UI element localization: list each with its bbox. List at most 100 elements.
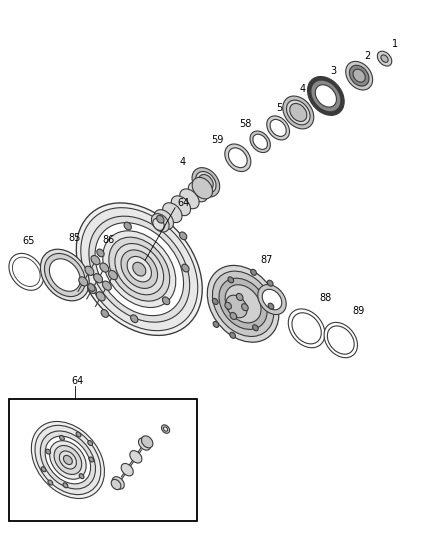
Ellipse shape (228, 277, 233, 283)
Ellipse shape (230, 333, 236, 338)
Text: 87: 87 (261, 255, 273, 265)
Ellipse shape (40, 431, 95, 489)
Text: 85: 85 (68, 233, 81, 243)
Ellipse shape (48, 480, 53, 485)
Ellipse shape (192, 177, 212, 199)
Ellipse shape (196, 172, 216, 193)
Ellipse shape (103, 231, 176, 308)
Ellipse shape (192, 167, 220, 197)
Ellipse shape (346, 61, 373, 90)
Ellipse shape (63, 483, 68, 488)
Ellipse shape (180, 232, 187, 240)
Ellipse shape (64, 455, 72, 465)
Ellipse shape (12, 257, 40, 287)
Ellipse shape (41, 467, 46, 472)
Ellipse shape (212, 298, 218, 304)
Ellipse shape (307, 77, 344, 115)
Ellipse shape (250, 131, 270, 152)
Ellipse shape (225, 285, 261, 323)
Ellipse shape (133, 262, 146, 276)
Text: 89: 89 (352, 305, 364, 316)
Ellipse shape (127, 256, 152, 282)
Ellipse shape (54, 446, 82, 474)
Ellipse shape (180, 189, 199, 209)
Ellipse shape (163, 427, 168, 431)
Text: 88: 88 (320, 293, 332, 303)
Text: 2: 2 (364, 51, 371, 61)
Ellipse shape (89, 457, 94, 462)
Ellipse shape (49, 441, 86, 479)
Text: 1: 1 (392, 39, 398, 49)
Ellipse shape (31, 422, 105, 498)
Ellipse shape (35, 425, 101, 495)
Ellipse shape (251, 269, 256, 275)
Ellipse shape (283, 96, 314, 129)
Ellipse shape (88, 284, 95, 292)
Ellipse shape (101, 310, 109, 317)
Ellipse shape (60, 435, 64, 440)
Ellipse shape (288, 309, 325, 348)
Ellipse shape (253, 134, 268, 149)
Ellipse shape (9, 253, 44, 290)
Text: 64: 64 (177, 198, 190, 208)
Ellipse shape (162, 297, 170, 305)
Ellipse shape (153, 219, 164, 230)
Ellipse shape (97, 249, 104, 257)
Ellipse shape (109, 237, 170, 301)
Ellipse shape (45, 254, 85, 296)
Ellipse shape (258, 285, 286, 314)
Ellipse shape (111, 479, 121, 490)
Ellipse shape (188, 182, 208, 202)
Ellipse shape (267, 116, 290, 140)
Ellipse shape (141, 436, 153, 448)
Ellipse shape (207, 265, 279, 342)
Ellipse shape (327, 326, 354, 354)
Ellipse shape (237, 294, 243, 301)
Text: 5: 5 (276, 103, 283, 113)
Ellipse shape (350, 65, 369, 86)
Text: 59: 59 (212, 135, 224, 145)
Ellipse shape (96, 292, 105, 301)
Ellipse shape (102, 281, 111, 290)
Ellipse shape (91, 255, 100, 265)
Ellipse shape (109, 270, 117, 280)
Ellipse shape (212, 271, 274, 336)
Ellipse shape (100, 263, 109, 272)
Ellipse shape (40, 249, 89, 301)
Ellipse shape (115, 244, 164, 295)
Ellipse shape (59, 451, 77, 469)
Ellipse shape (121, 464, 133, 476)
Ellipse shape (311, 80, 341, 112)
Ellipse shape (315, 85, 336, 107)
Ellipse shape (154, 209, 173, 230)
Ellipse shape (162, 203, 182, 223)
Ellipse shape (286, 100, 310, 125)
Ellipse shape (381, 55, 388, 62)
Text: 58: 58 (239, 119, 251, 129)
Ellipse shape (253, 325, 258, 331)
Ellipse shape (219, 278, 267, 329)
Ellipse shape (124, 222, 131, 230)
Ellipse shape (377, 51, 392, 66)
Ellipse shape (353, 69, 365, 82)
Ellipse shape (76, 203, 202, 335)
Text: 4: 4 (180, 157, 186, 167)
Ellipse shape (81, 208, 198, 330)
Ellipse shape (262, 289, 282, 310)
Ellipse shape (230, 312, 237, 319)
Ellipse shape (162, 425, 170, 433)
Text: 65: 65 (23, 236, 35, 246)
Ellipse shape (88, 284, 96, 294)
Text: 3: 3 (330, 66, 336, 76)
Ellipse shape (94, 273, 102, 283)
Text: 86: 86 (102, 235, 114, 245)
Ellipse shape (138, 438, 151, 450)
Ellipse shape (213, 321, 219, 327)
Bar (9, 399, 197, 521)
Ellipse shape (89, 216, 190, 322)
Ellipse shape (226, 295, 247, 318)
Ellipse shape (225, 302, 231, 309)
Ellipse shape (324, 322, 357, 358)
Text: 64: 64 (71, 376, 83, 386)
Ellipse shape (85, 266, 94, 276)
